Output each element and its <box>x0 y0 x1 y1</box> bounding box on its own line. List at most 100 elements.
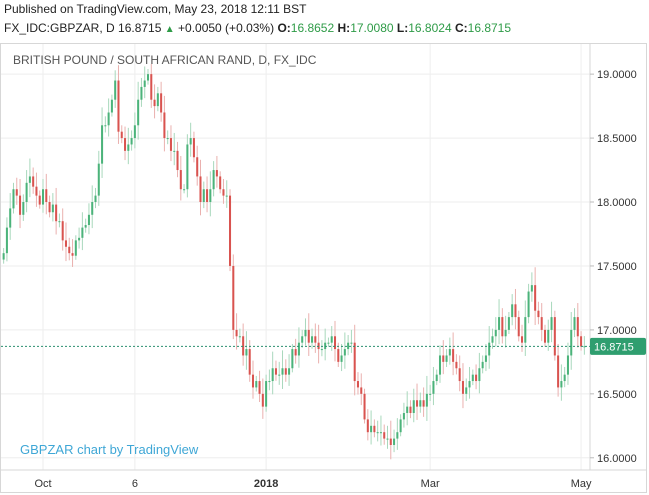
candle-body-82 <box>271 368 274 382</box>
candle-body-71 <box>235 329 238 337</box>
candle-body-30 <box>101 125 104 164</box>
candle-body-143 <box>471 374 474 382</box>
candle-body-29 <box>97 163 100 196</box>
candle-body-116 <box>383 432 386 439</box>
candle-body-17 <box>58 221 61 223</box>
candle-body-10 <box>35 186 38 196</box>
candle-body-110 <box>363 393 366 420</box>
x-tick-label-3: Mar <box>421 478 440 490</box>
candle-body-141 <box>465 387 468 394</box>
open-label: O: <box>277 21 291 35</box>
candle-body-13 <box>45 189 48 203</box>
candle-body-36 <box>120 131 123 139</box>
candle-body-119 <box>393 438 396 445</box>
candle-body-25 <box>84 225 87 228</box>
candle-body-123 <box>406 406 409 414</box>
candle-body-54 <box>179 170 182 190</box>
candle-body-7 <box>25 182 28 203</box>
candle-body-161 <box>530 285 533 292</box>
candle-body-35 <box>117 80 120 132</box>
candle-body-49 <box>163 112 166 139</box>
y-tick-label-3: 17.5000 <box>597 261 637 273</box>
low-label: L: <box>396 21 409 35</box>
candle-body-40 <box>133 125 136 139</box>
close-value: 16.8715 <box>467 21 512 35</box>
candle-body-164 <box>540 317 543 330</box>
candle-body-101 <box>333 336 337 350</box>
candle-body-118 <box>389 438 392 445</box>
candle-body-166 <box>547 329 550 343</box>
candle-body-97 <box>320 349 323 351</box>
candle-body-148 <box>488 342 491 356</box>
candle-body-26 <box>87 214 90 226</box>
candle-body-152 <box>501 317 504 337</box>
last-price-badge-text: 16.8715 <box>594 341 634 353</box>
candle-body-1 <box>5 227 8 254</box>
candle-body-169 <box>557 355 560 388</box>
candle-body-155 <box>511 304 514 318</box>
candle-body-135 <box>445 355 448 362</box>
candle-body-63 <box>209 189 212 203</box>
candle-body-120 <box>396 432 399 439</box>
candle-body-136 <box>448 349 451 356</box>
candle-body-95 <box>314 336 317 343</box>
time-axis: Oct 6 2018 Mar May <box>34 478 592 490</box>
symbol-label: FX_IDC:GBPZAR, D <box>4 21 115 35</box>
candle-body-149 <box>491 336 494 343</box>
candle-body-78 <box>258 381 261 394</box>
candle-body-38 <box>127 144 130 151</box>
candle-body-151 <box>498 317 501 330</box>
candle-body-130 <box>429 393 432 395</box>
candle-body-31 <box>104 125 107 127</box>
candle-body-117 <box>386 438 389 440</box>
candle-body-134 <box>442 355 445 362</box>
candle-body-22 <box>74 240 77 256</box>
candle-body-69 <box>229 195 232 266</box>
candle-body-19 <box>64 240 67 247</box>
candle-body-84 <box>278 374 281 376</box>
candle-body-137 <box>452 349 455 362</box>
candle-body-58 <box>192 138 195 158</box>
candle-body-80 <box>265 381 268 407</box>
candle-body-162 <box>534 285 537 311</box>
y-tick-label-4: 17.0000 <box>597 325 637 337</box>
candle-body-0 <box>2 253 5 260</box>
candle-body-111 <box>366 419 369 433</box>
candle-body-41 <box>137 99 140 126</box>
candle-body-105 <box>347 342 350 350</box>
candle-body-125 <box>412 400 415 414</box>
candle-body-45 <box>150 74 153 100</box>
y-tick-label-5: 16.5000 <box>597 389 637 401</box>
price-change: +0.0050 (+0.03%) <box>178 21 275 35</box>
candle-body-108 <box>356 381 359 388</box>
candle-body-175 <box>576 317 579 337</box>
candle-body-167 <box>550 317 553 330</box>
candle-body-99 <box>327 342 330 344</box>
candle-body-65 <box>215 170 218 177</box>
candle-body-114 <box>376 432 379 434</box>
chart-frame <box>0 43 647 493</box>
candle-body-47 <box>156 93 159 107</box>
candle-body-121 <box>399 419 402 433</box>
candle-body-115 <box>379 432 382 434</box>
candle-body-11 <box>38 195 41 205</box>
candle-body-160 <box>527 291 530 318</box>
watermark: GBPZAR chart by TradingView <box>20 442 199 457</box>
candle-body-103 <box>340 355 343 362</box>
candle-body-77 <box>255 381 258 388</box>
candle-body-89 <box>294 349 297 356</box>
candle-body-106 <box>350 342 353 344</box>
candle-body-76 <box>251 374 255 388</box>
candle-body-112 <box>370 425 373 433</box>
candle-body-92 <box>304 329 307 337</box>
candle-body-154 <box>507 317 510 330</box>
candle-body-66 <box>219 176 222 190</box>
candle-body-127 <box>419 400 422 407</box>
candle-body-62 <box>206 189 209 203</box>
candle-body-145 <box>478 368 481 382</box>
candle-body-173 <box>570 329 573 356</box>
candle-body-174 <box>573 317 576 330</box>
candle-body-21 <box>71 253 74 256</box>
candle-body-39 <box>130 138 133 145</box>
